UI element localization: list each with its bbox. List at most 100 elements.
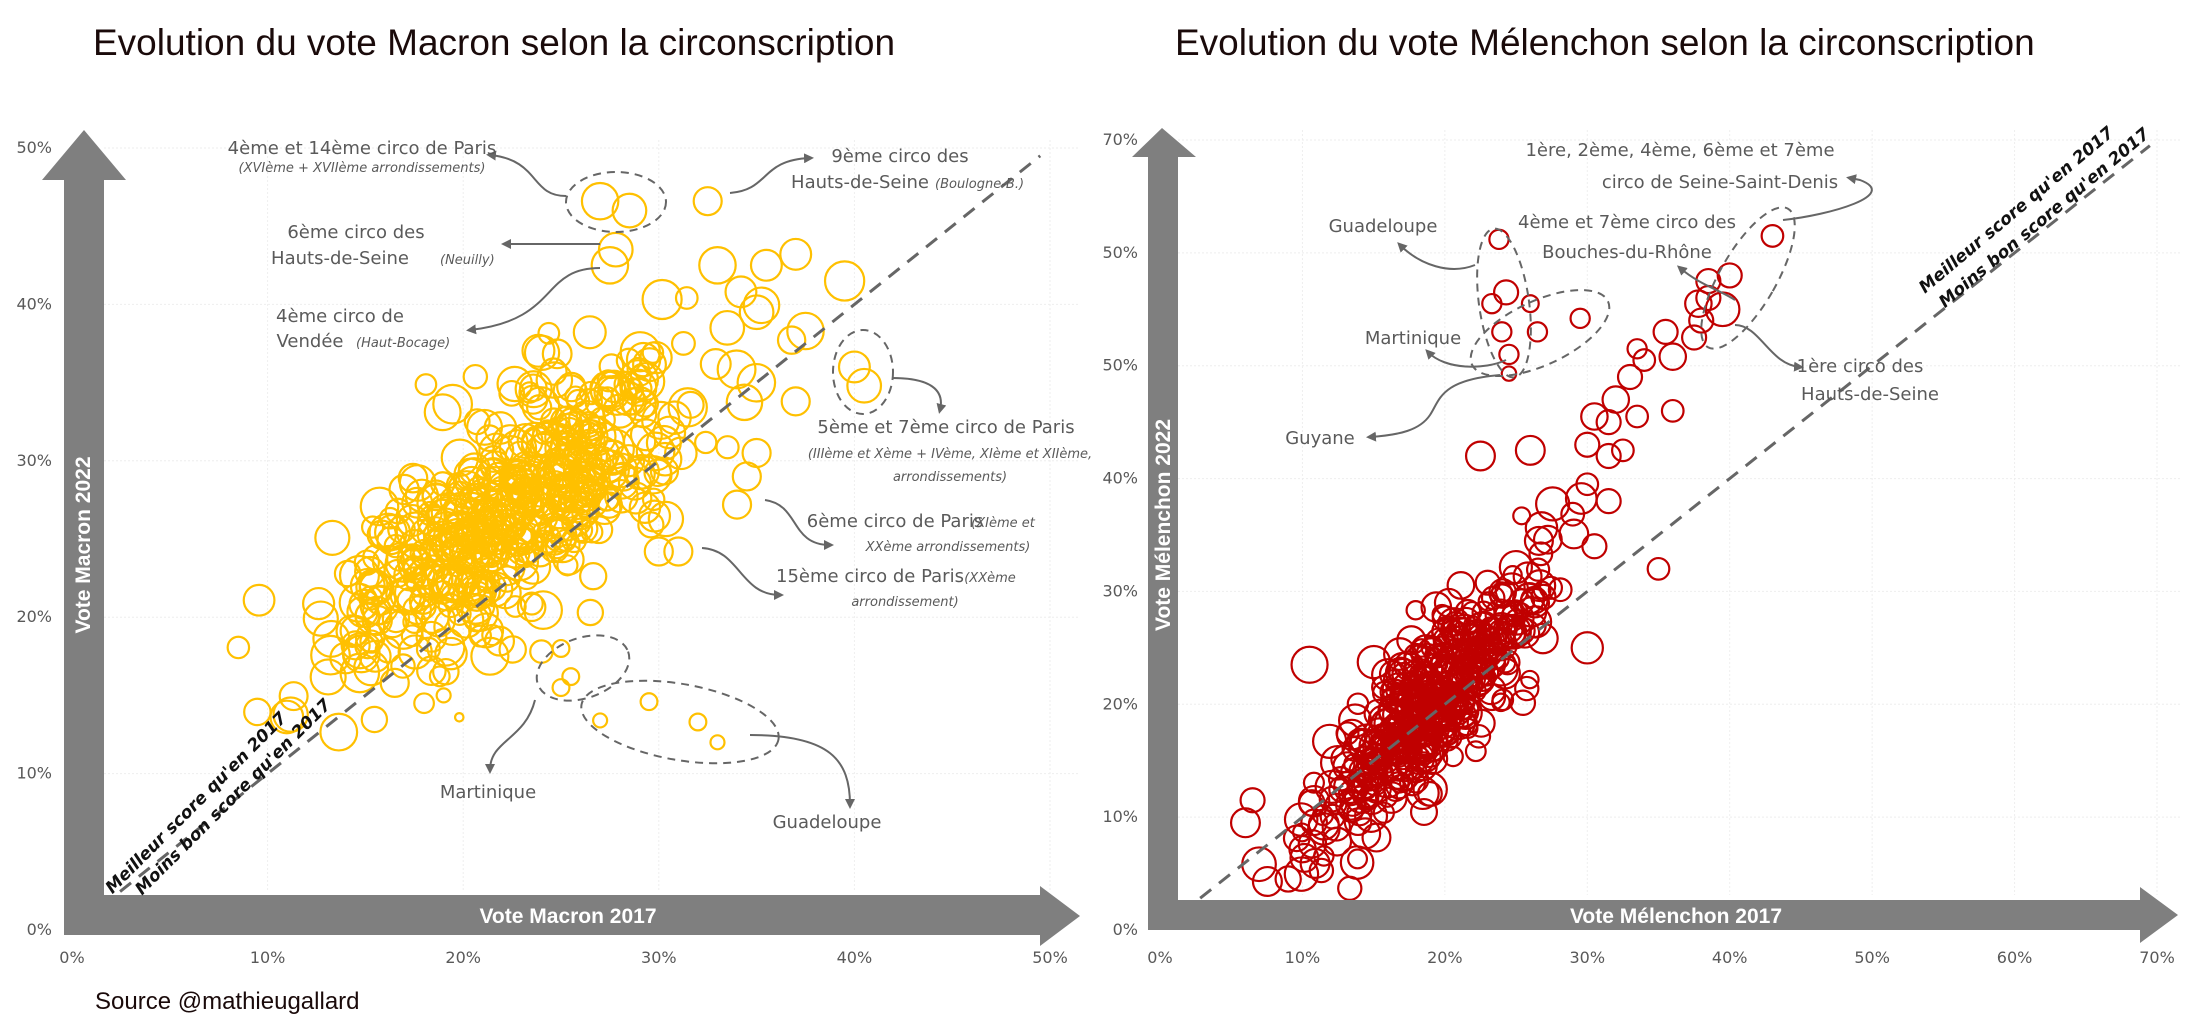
data-point (1569, 307, 1591, 330)
data-point (1498, 343, 1520, 366)
data-point (1500, 365, 1518, 382)
data-point (1464, 440, 1496, 472)
svg-text:(XXème: (XXème (964, 571, 1016, 586)
data-point (1412, 771, 1448, 807)
highlight-ellipse (832, 329, 894, 415)
data-point (1328, 775, 1357, 804)
data-point (428, 665, 451, 688)
data-point (652, 415, 687, 450)
svg-text:6ème circo de Paris: 6ème circo de Paris (807, 511, 983, 532)
data-point (688, 712, 708, 732)
data-point (397, 462, 429, 494)
y-axis-arrow (42, 130, 126, 930)
data-point (518, 381, 541, 404)
data-point (1514, 434, 1546, 466)
grid-lines (104, 140, 1080, 890)
data-point (1558, 518, 1590, 550)
data-point (1520, 294, 1540, 314)
annotation-guadeloupe: Guadeloupe (1329, 216, 1438, 237)
label-better-score: Meilleur score qu'en 2017 (102, 708, 292, 898)
data-point (593, 439, 631, 476)
data-point (786, 311, 825, 351)
data-point (360, 515, 385, 539)
data-point (521, 333, 556, 368)
data-point (724, 275, 758, 309)
data-point (576, 416, 617, 457)
data-point (1681, 324, 1708, 351)
svg-text:circo de Seine-Saint-Denis: circo de Seine-Saint-Denis (1602, 172, 1838, 193)
x-tick-label: 70% (2139, 948, 2175, 967)
svg-text:(XVIème + XVIIème arrondisseme: (XVIème + XVIIème arrondissements) (239, 161, 486, 176)
data-point (453, 457, 488, 492)
data-point (1601, 385, 1631, 414)
data-point (1532, 524, 1563, 555)
data-point (1290, 645, 1329, 684)
annotation-hds-6: 6ème circo des Hauts-de-Seine (Neuilly) (271, 222, 495, 269)
annotation-seine-saint-denis: 1ère, 2ème, 4ème, 6ème et 7ème circo de … (1525, 140, 1838, 193)
y-tick-labels: 0% 10% 20% 30% 40% 50% 50% 70% (1102, 130, 1138, 939)
svg-text:Hauts-de-Seine: Hauts-de-Seine (271, 248, 409, 269)
svg-text:6ème circo des: 6ème circo des (287, 222, 424, 243)
data-point (404, 478, 439, 513)
data-point (623, 458, 656, 491)
data-point (1289, 842, 1320, 873)
data-point (1491, 321, 1513, 343)
svg-text:15ème circo de Paris: 15ème circo de Paris (776, 566, 964, 587)
data-point (1332, 751, 1363, 782)
data-point (491, 434, 531, 475)
data-point (736, 362, 777, 403)
data-point (462, 363, 489, 390)
data-point (776, 325, 807, 355)
data-point (525, 432, 562, 470)
annotation-arrow (749, 734, 855, 809)
macron-scatter-chart: 0% 10% 20% 30% 40% 50% 0% 10% 20% 30% 40% 50% Vote… (16, 130, 1092, 967)
data-point (715, 435, 740, 460)
data-point (481, 623, 504, 647)
y-tick-labels: 0% 10% 20% 30% 40% 50% (16, 138, 52, 939)
melenchon-points (1229, 224, 1785, 902)
data-point (550, 412, 585, 447)
annotation-martinique: Martinique (1365, 328, 1461, 349)
diagonal-labels: Meilleur score qu'en 2017 Moins bon scor… (1915, 123, 2154, 312)
svg-text:4ème et 14ème circo de Paris: 4ème et 14ème circo de Paris (228, 138, 497, 159)
x-tick-label: 10% (250, 948, 286, 967)
data-point (725, 383, 764, 422)
data-point (413, 692, 435, 715)
data-point (1297, 789, 1326, 817)
annotation-arrow (1397, 242, 1476, 270)
svg-text:arrondissement): arrondissement) (851, 595, 958, 610)
data-point (698, 245, 737, 285)
data-point (592, 712, 609, 729)
x-tick-labels: 0% 10% 20% 30% 40% 50% 60% 70% (1147, 948, 2174, 967)
y-tick-label: 0% (27, 920, 52, 939)
x-tick-label: 0% (59, 948, 84, 967)
data-point (355, 568, 393, 606)
data-point (1625, 404, 1650, 429)
y-tick-label: 20% (1102, 694, 1138, 713)
data-point (440, 563, 464, 587)
data-point (1451, 639, 1474, 663)
data-point (579, 562, 608, 591)
data-point (1575, 472, 1600, 497)
x-axis-arrow (64, 886, 1080, 946)
label-worse-score: Moins bon score qu'en 2017 (1935, 124, 2154, 312)
data-point (517, 384, 549, 415)
data-point (1595, 409, 1622, 436)
data-point (359, 486, 400, 527)
data-point (353, 549, 380, 576)
annotation-arrow (486, 150, 567, 197)
data-point (1283, 802, 1319, 837)
data-point (629, 364, 652, 387)
data-point (582, 443, 609, 470)
y-axis-label: Vote Mélenchon 2022 (1152, 419, 1175, 631)
macron-points (226, 181, 883, 752)
annotation-paris-4-14: 4ème et 14ème circo de Paris (XVIème + X… (228, 138, 497, 176)
data-point (664, 436, 698, 471)
data-point (1312, 804, 1335, 827)
annotation-hds-9: 9ème circo des Hauts-de-Seine (Boulogne-… (791, 146, 1024, 193)
annotation-arrow (1782, 174, 1873, 221)
svg-text:4ème circo de: 4ème circo de (276, 306, 404, 327)
data-point (490, 532, 519, 560)
data-point (1580, 402, 1609, 431)
